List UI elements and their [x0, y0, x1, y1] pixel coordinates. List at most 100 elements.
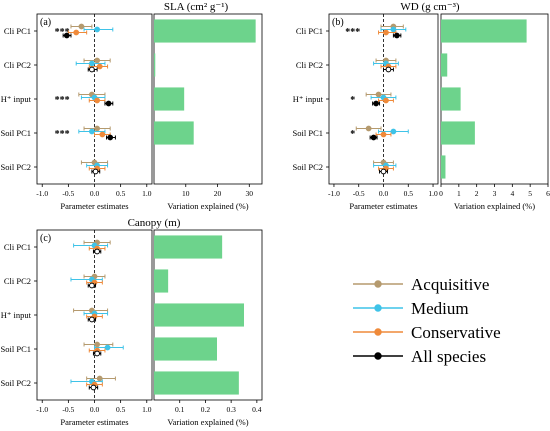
variation-tick-label: 1 — [457, 189, 461, 198]
panel-title: WD (g cm⁻³) — [400, 1, 460, 13]
row-label: H⁺ input — [293, 94, 324, 104]
significance-stars: *** — [55, 27, 70, 38]
estimate-tick-label: 0.0 — [90, 405, 100, 414]
variation-tick-label: 0.1 — [175, 405, 185, 414]
variation-bar — [154, 269, 169, 293]
estimate-tick-label: 0.0 — [379, 189, 389, 198]
legend-label: Conservative — [411, 323, 501, 342]
significance-stars: * — [350, 129, 355, 140]
estimate-tick-label: -1.0 — [328, 189, 340, 198]
medium-point — [390, 128, 397, 135]
acquisitive-point — [94, 125, 101, 132]
variation-tick-label: 6 — [546, 189, 550, 198]
all-species-point — [385, 66, 392, 73]
variation-bar — [441, 53, 448, 77]
all-species-point — [370, 134, 377, 141]
variation-bar — [154, 53, 156, 77]
acquisitive-point — [96, 375, 103, 382]
variation-bar — [154, 337, 217, 361]
estimate-tick-label: 0.5 — [116, 189, 126, 198]
row-label: H⁺ input — [1, 94, 32, 104]
row-label: Soil PC2 — [293, 162, 323, 172]
row-label: Cli PC2 — [296, 60, 323, 70]
variation-tick-label: 4 — [510, 189, 514, 198]
row-label: Soil PC2 — [1, 162, 31, 172]
variation-tick-label: 10 — [182, 189, 190, 198]
conservative-point — [380, 131, 387, 138]
all-species-point — [107, 134, 114, 141]
acquisitive-point — [94, 57, 101, 64]
all-species-point — [90, 384, 97, 391]
panel-title: SLA (cm² g⁻¹) — [164, 1, 229, 13]
all-species-point — [88, 282, 95, 289]
medium-point — [88, 128, 95, 135]
panel-label: (a) — [40, 17, 51, 28]
estimates-axis-label: Parameter estimates — [60, 201, 128, 211]
medium-point — [390, 26, 397, 33]
conservative-point — [73, 29, 80, 36]
variation-tick-label: 30 — [246, 189, 254, 198]
row-label: Cli PC1 — [296, 26, 323, 36]
variation-tick-label: 0.4 — [252, 405, 262, 414]
row-label: Soil PC1 — [293, 128, 323, 138]
legend-label: Medium — [411, 299, 469, 318]
variation-axis-label: Variation explained (%) — [167, 417, 248, 427]
legend-marker — [374, 328, 382, 336]
conservative-point — [383, 29, 389, 36]
variation-tick-label: 0.2 — [201, 405, 211, 414]
variation-tick-label: 0.3 — [226, 405, 236, 414]
panel-3: Canopy (m) (c) Cli PC1 Cli PC2 H⁺ input Soil … — [1, 217, 263, 427]
legend-label: Acquisitive — [411, 275, 489, 294]
row-label: Cli PC2 — [4, 60, 31, 70]
legend-marker — [374, 304, 382, 312]
variation-tick-label: 2 — [475, 189, 479, 198]
all-species-point — [393, 32, 400, 39]
variation-tick-label: 20 — [214, 189, 222, 198]
legend-label: All species — [411, 347, 486, 366]
conservative-point — [99, 131, 106, 138]
estimate-tick-label: 0.0 — [90, 189, 100, 198]
medium-point — [104, 344, 111, 351]
variation-bar — [441, 121, 475, 145]
all-species-point — [88, 66, 95, 73]
all-species-point — [63, 32, 70, 39]
variation-tick-label: 0 — [439, 189, 443, 198]
estimate-tick-label: -0.5 — [353, 189, 365, 198]
all-species-point — [94, 248, 101, 255]
estimate-tick-label: -1.0 — [36, 405, 48, 414]
all-species-point — [88, 316, 95, 323]
variation-bar — [154, 371, 239, 395]
variation-bar — [154, 87, 185, 111]
medium-point — [88, 60, 95, 67]
estimate-tick-label: 1.0 — [142, 405, 152, 414]
variation-bar — [441, 155, 446, 179]
panel-label: (c) — [40, 233, 51, 244]
row-label: Cli PC1 — [4, 242, 31, 252]
row-label: Cli PC1 — [4, 26, 31, 36]
legend-item-medium: Medium — [353, 299, 469, 318]
variation-tick-label: 3 — [493, 189, 497, 198]
significance-stars: *** — [55, 95, 70, 106]
variation-bar — [154, 303, 244, 327]
variation-bar — [154, 235, 223, 259]
legend-item-acquisitive: Acquisitive — [353, 275, 489, 294]
legend-item-conservative: Conservative — [353, 323, 501, 342]
estimate-tick-label: -0.5 — [62, 189, 74, 198]
all-species-point — [380, 168, 387, 175]
significance-stars: *** — [55, 129, 70, 140]
estimate-tick-label: -1.0 — [36, 189, 48, 198]
legend-marker — [374, 352, 382, 360]
medium-point — [94, 26, 101, 33]
estimates-axis-label: Parameter estimates — [349, 201, 417, 211]
legend-marker — [374, 280, 382, 288]
significance-stars: * — [350, 95, 355, 106]
acquisitive-point — [78, 23, 85, 30]
legend-item-all-species: All species — [353, 347, 486, 366]
variation-axis-label: Variation explained (%) — [167, 201, 248, 211]
variation-bar — [441, 87, 461, 111]
panel-2: WD (g cm⁻³) (b) Cli PC1 *** Cli PC2 H⁺ input *… — [293, 1, 550, 211]
all-species-point — [94, 350, 101, 357]
row-label: Soil PC1 — [1, 344, 31, 354]
